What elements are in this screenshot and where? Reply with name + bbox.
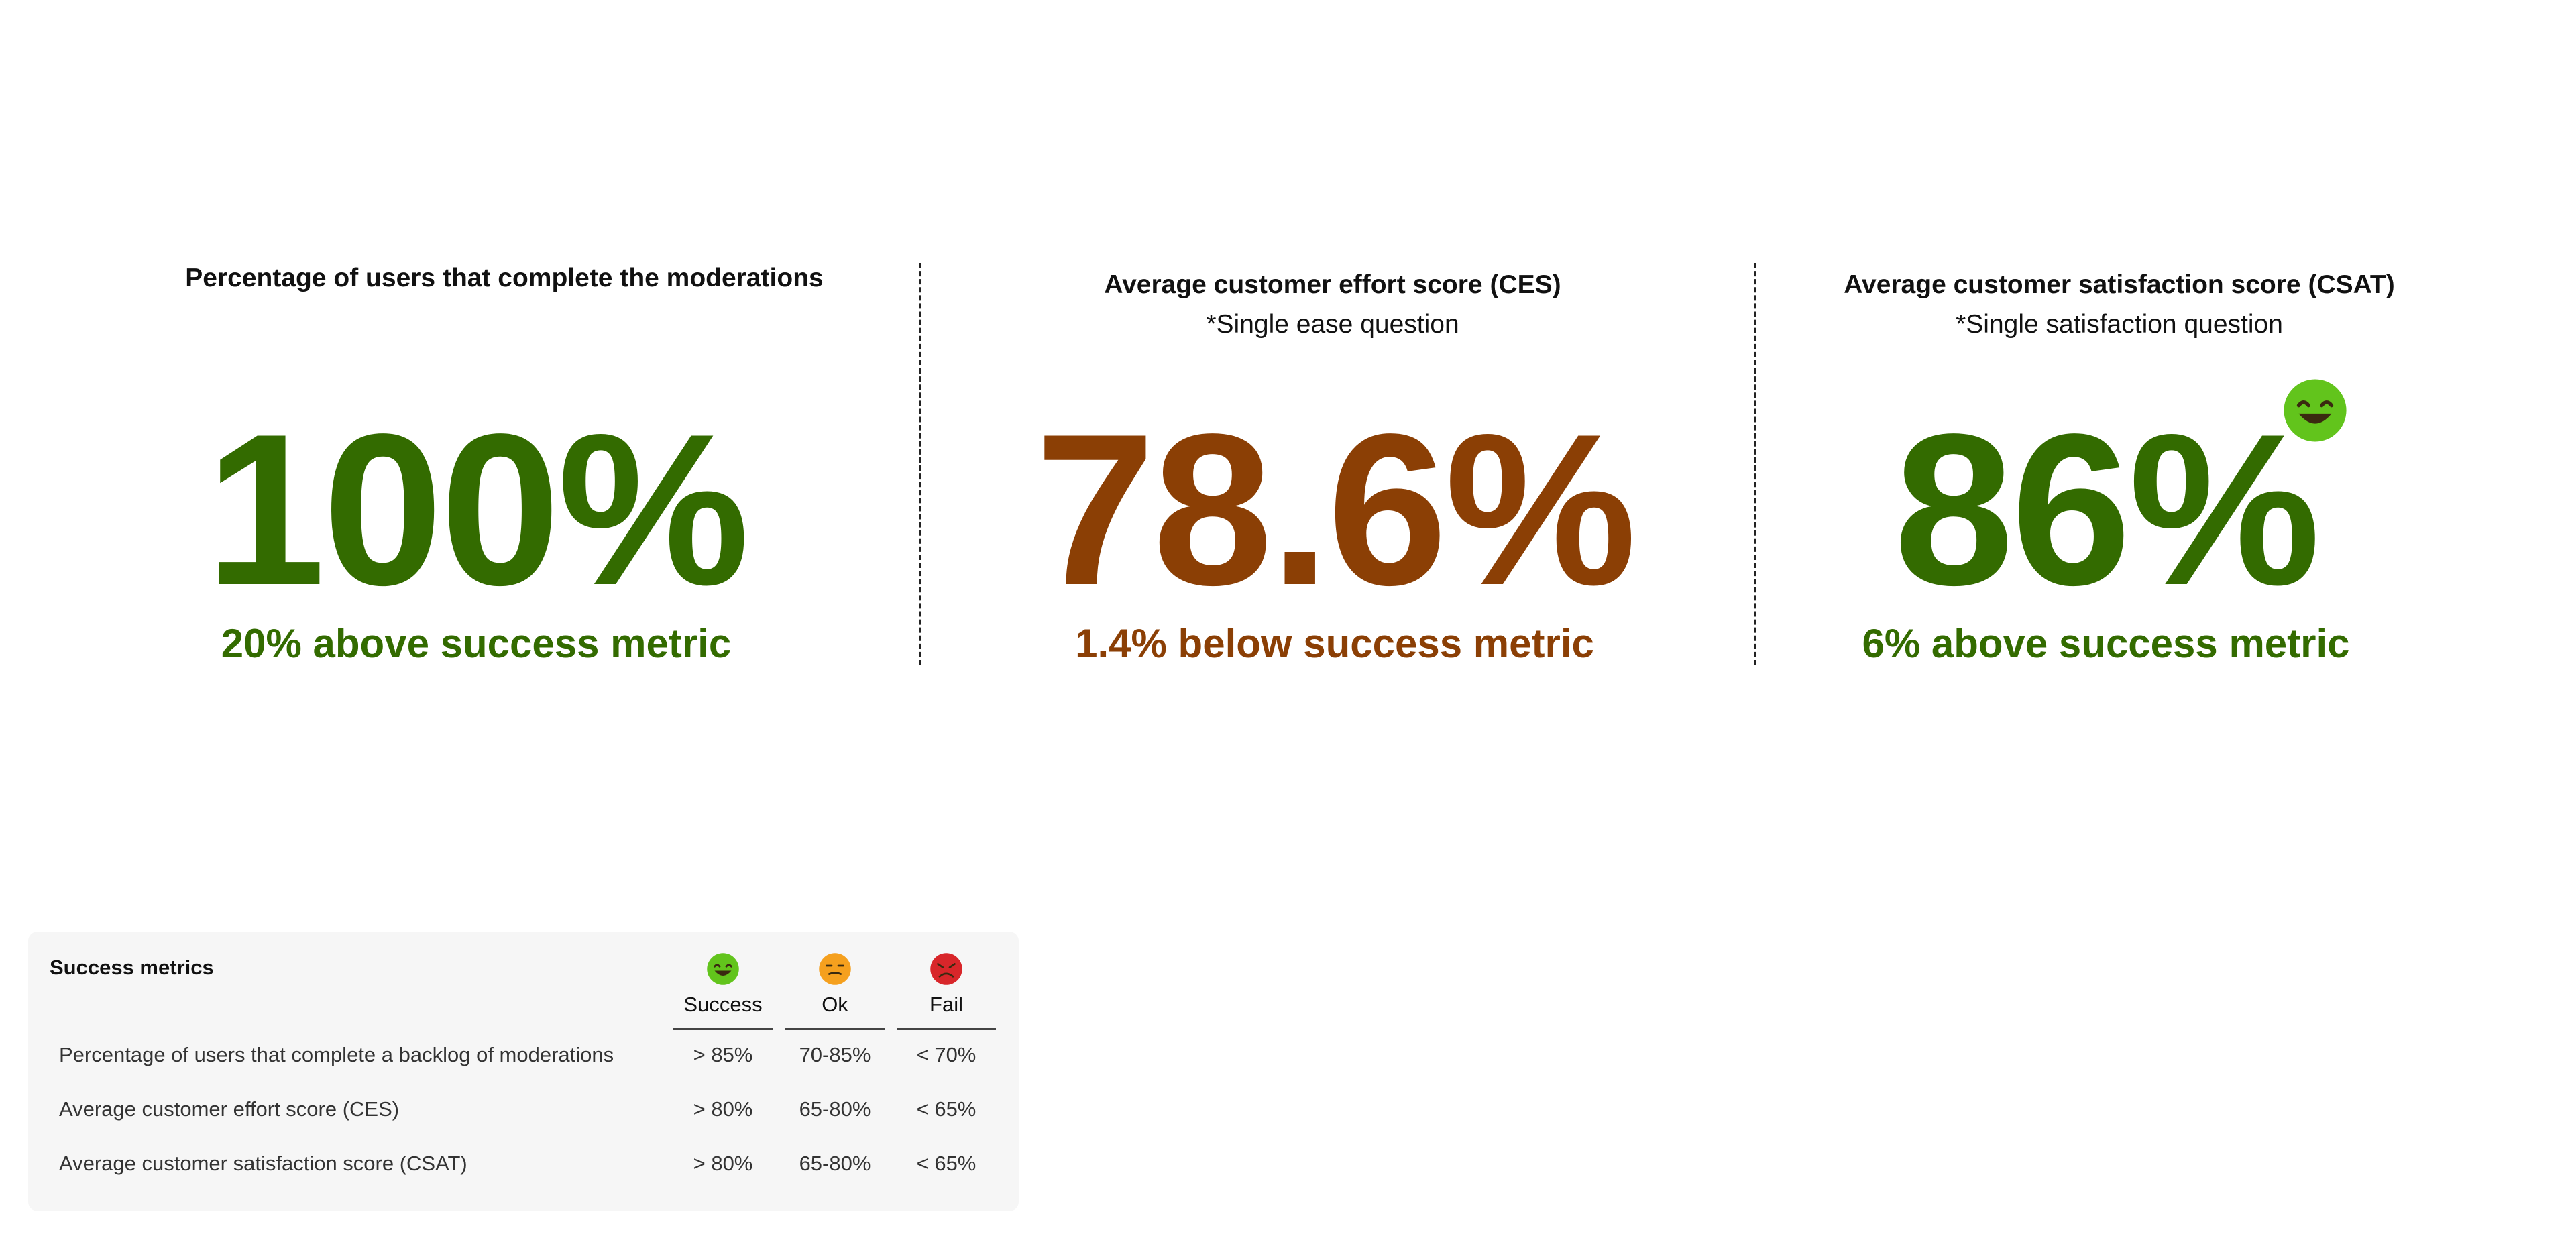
emoji-success (2282, 378, 2348, 447)
column-header: Ok (822, 993, 848, 1016)
threshold: < 70% (916, 1043, 976, 1066)
threshold: > 80% (693, 1151, 753, 1175)
header-rule (785, 1028, 885, 1030)
threshold: 65-80% (799, 1097, 871, 1121)
metric-title: Average customer satisfaction score (CSA… (1844, 270, 2395, 299)
threshold: 70-85% (799, 1043, 871, 1066)
column-header: Success (683, 993, 763, 1016)
metric-title: Percentage of users that complete the mo… (185, 264, 824, 292)
emoji-fail (930, 952, 963, 989)
emoji-icon (2284, 379, 2347, 442)
metric-value: 100% (205, 390, 750, 630)
emoji-ok (818, 952, 852, 989)
emoji-icon (930, 953, 962, 985)
divider (1754, 263, 1756, 665)
legend-panel: Success metrics Success Ok Fail Percentage … (28, 932, 1019, 1211)
emoji-icon (819, 953, 851, 985)
metric-note: 6% above success metric (1862, 621, 2350, 666)
threshold: > 85% (693, 1043, 753, 1066)
metric-subtitle: *Single ease question (1206, 310, 1459, 339)
threshold: > 80% (693, 1097, 753, 1121)
emoji-success (706, 952, 740, 989)
metric-note: 1.4% below success metric (1075, 621, 1594, 666)
threshold: 65-80% (799, 1151, 871, 1175)
metric-note: 20% above success metric (221, 621, 732, 666)
emoji-icon (707, 953, 739, 985)
metric-value: 78.6% (1035, 390, 1636, 630)
threshold: < 65% (916, 1151, 976, 1175)
legend-title: Success metrics (50, 956, 214, 979)
header-rule (897, 1028, 996, 1030)
row-label: Average customer effort score (CES) (59, 1097, 400, 1121)
metric-value: 86% (1893, 390, 2320, 630)
row-label: Average customer satisfaction score (CSA… (59, 1151, 467, 1175)
row-label: Percentage of users that complete a back… (59, 1043, 614, 1066)
header-rule (673, 1028, 773, 1030)
divider (919, 263, 921, 665)
column-header: Fail (930, 993, 963, 1016)
metric-subtitle: *Single satisfaction question (1956, 310, 2283, 339)
threshold: < 65% (916, 1097, 976, 1121)
metric-title: Average customer effort score (CES) (1104, 270, 1561, 299)
